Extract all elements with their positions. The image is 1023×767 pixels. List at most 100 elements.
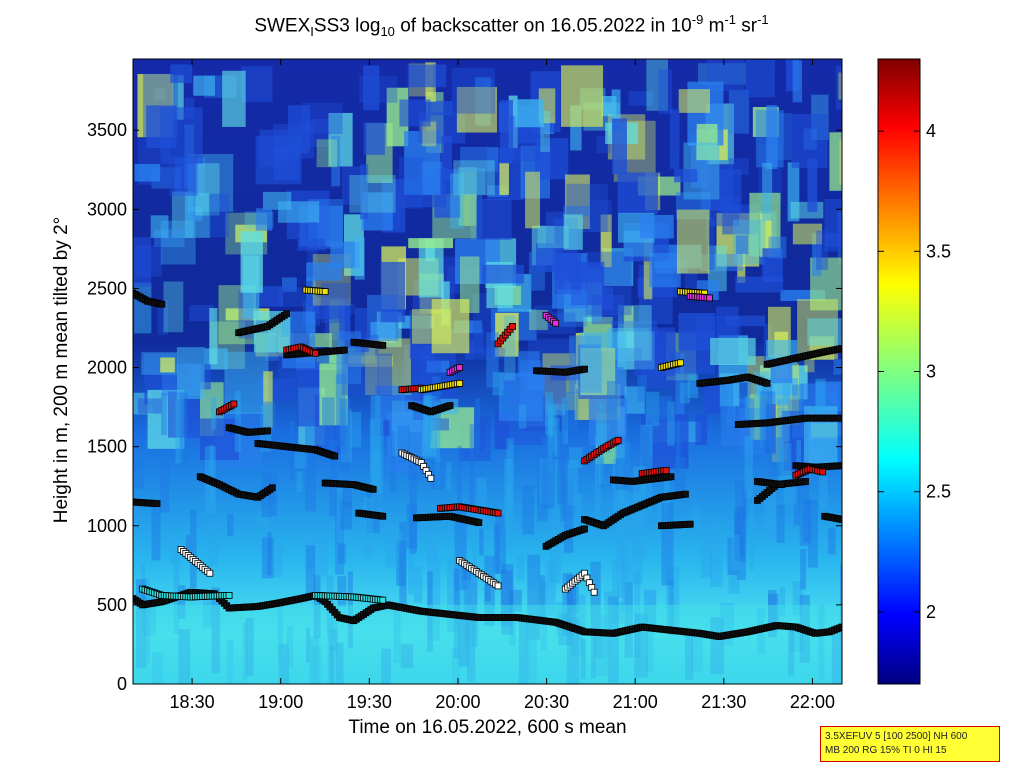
heat-cell — [737, 505, 746, 581]
heat-cell — [699, 254, 743, 272]
heat-cell — [807, 318, 842, 346]
heat-cell — [210, 397, 217, 430]
heat-cell — [499, 100, 514, 164]
heat-cell — [624, 386, 645, 414]
heat-cell — [418, 238, 444, 298]
layer-marker — [158, 300, 166, 308]
heat-cell — [133, 459, 145, 489]
heat-cell — [363, 497, 373, 558]
heat-cell — [267, 531, 272, 576]
heat-cell — [261, 537, 274, 579]
layer-marker — [225, 591, 233, 599]
heat-cell — [776, 504, 785, 543]
heat-cell — [792, 384, 804, 438]
heat-cell — [793, 476, 801, 526]
layer-marker — [662, 466, 670, 474]
heat-cell — [281, 277, 297, 292]
heat-cell — [539, 575, 546, 625]
heat-cell — [565, 392, 579, 430]
heat-cell — [606, 380, 618, 443]
heat-cell — [549, 406, 557, 453]
heat-cell — [179, 392, 188, 467]
heat-cell — [566, 586, 579, 614]
heat-cell — [612, 458, 624, 537]
heat-cell — [161, 393, 167, 436]
heat-cell — [732, 219, 766, 265]
layer-marker — [268, 484, 276, 492]
heat-cell — [536, 243, 562, 272]
heat-cell — [469, 424, 475, 505]
heat-cell — [397, 425, 410, 463]
heat-cell — [725, 315, 765, 327]
layer-marker — [331, 452, 339, 460]
heat-cell — [777, 398, 784, 487]
heat-cell — [157, 299, 169, 336]
heat-cell — [340, 409, 352, 463]
heat-cell — [175, 397, 183, 464]
heat-cell — [762, 426, 776, 455]
heat-cell — [134, 282, 152, 334]
heat-cell — [628, 91, 654, 106]
heat-cell — [288, 105, 311, 154]
layer-marker — [456, 379, 464, 387]
heat-cell — [195, 163, 220, 216]
heat-cell — [632, 533, 643, 584]
heat-cell — [645, 391, 660, 427]
heat-cell — [465, 340, 475, 360]
layer-marker — [706, 294, 713, 302]
heat-cell — [563, 214, 583, 250]
layer-marker — [456, 364, 464, 371]
heat-cell — [134, 163, 161, 182]
heat-cell — [259, 129, 289, 168]
heat-cell — [457, 445, 462, 514]
heat-cell — [549, 539, 561, 583]
info-line-1: 3.5XEFUV 5 [100 2500] NH 600 — [825, 731, 968, 742]
heat-cell — [590, 561, 601, 636]
heat-cell — [354, 237, 365, 280]
heat-cell — [411, 309, 452, 344]
heat-cell — [658, 69, 673, 115]
colorbar-tick-label: 4 — [926, 121, 936, 141]
heat-cell — [184, 98, 195, 119]
heat-cell — [839, 139, 842, 185]
heat-cell — [719, 376, 734, 429]
heat-cell — [146, 105, 177, 149]
heat-cell — [338, 543, 346, 564]
heat-cell — [329, 439, 337, 517]
heat-cell — [734, 506, 744, 556]
heat-cell — [339, 398, 351, 473]
heat-cell — [679, 330, 715, 374]
heat-cell — [426, 360, 450, 373]
layer-marker — [475, 519, 483, 527]
heat-cell — [313, 297, 342, 320]
heat-cell — [458, 168, 486, 195]
heat-cell — [815, 378, 826, 424]
heat-cell — [406, 504, 418, 549]
heat-cell — [359, 75, 398, 103]
heat-cell — [762, 384, 773, 428]
heat-cell — [632, 466, 646, 557]
heat-cell — [603, 347, 642, 360]
heat-cell — [506, 438, 514, 506]
x-tick-label: 19:30 — [347, 692, 392, 712]
heat-cell — [428, 418, 449, 431]
heat-cell — [674, 457, 686, 493]
heat-cell — [616, 512, 626, 598]
heat-cell — [719, 169, 742, 213]
heat-cell — [792, 60, 803, 103]
heat-cell — [611, 89, 621, 131]
heat-cell — [695, 414, 708, 445]
heat-cell — [516, 555, 525, 581]
heat-cell — [413, 566, 423, 603]
y-tick-label: 3500 — [87, 120, 127, 140]
heat-cell — [289, 421, 295, 481]
plot-frame — [132, 58, 843, 685]
y-tick-label: 1500 — [87, 437, 127, 457]
heat-cell — [779, 587, 785, 617]
heat-cell — [460, 256, 480, 313]
heat-cell — [401, 389, 421, 441]
heat-cell — [348, 355, 393, 367]
heat-cell — [612, 560, 619, 609]
x-tick-label: 20:30 — [524, 692, 569, 712]
